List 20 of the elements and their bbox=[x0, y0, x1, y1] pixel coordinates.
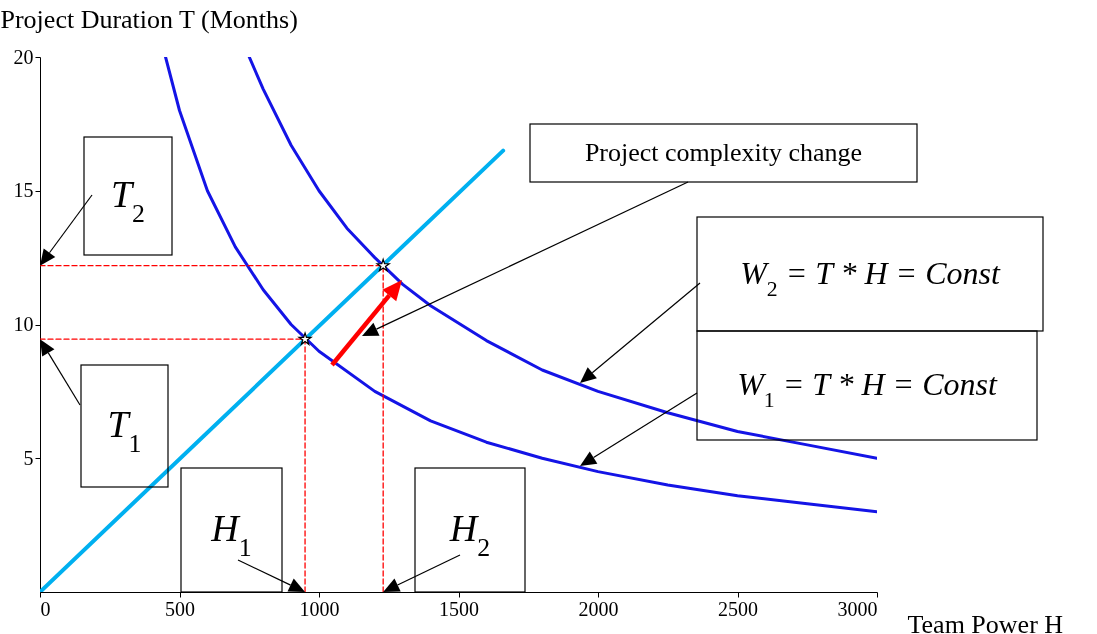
y-axis-title: Project Duration T (Months) bbox=[0, 4, 298, 34]
annotation: T$_{2}$ bbox=[110, 173, 146, 228]
x-tick-label: 2500 bbox=[718, 597, 758, 620]
y-tick-label: 15 bbox=[13, 179, 34, 202]
y-tick-label: 10 bbox=[13, 313, 34, 335]
x-tick-label: 1000 bbox=[299, 597, 340, 620]
x-tick-label: 3000 bbox=[837, 597, 878, 620]
annotation: T$_{1}$ bbox=[107, 403, 142, 458]
annotation: W$_{2}$ = T * H = Const bbox=[740, 254, 1001, 301]
x-tick-label: 1500 bbox=[439, 597, 479, 620]
annotation: H$_{2}$ bbox=[448, 507, 491, 562]
annotation: Project complexity change bbox=[584, 137, 863, 167]
x-tick-label: 2000 bbox=[578, 597, 619, 620]
x-tick-label: 500 bbox=[165, 597, 195, 620]
x-axis-title: Team Power H bbox=[907, 609, 1064, 634]
y-tick-label: 20 bbox=[13, 45, 34, 68]
y-tick-label: 5 bbox=[23, 446, 34, 469]
x-tick-label: 0 bbox=[40, 597, 51, 620]
annotation: H$_{1}$ bbox=[210, 507, 252, 562]
annotation: W$_{1}$ = T * H = Const bbox=[737, 366, 998, 413]
